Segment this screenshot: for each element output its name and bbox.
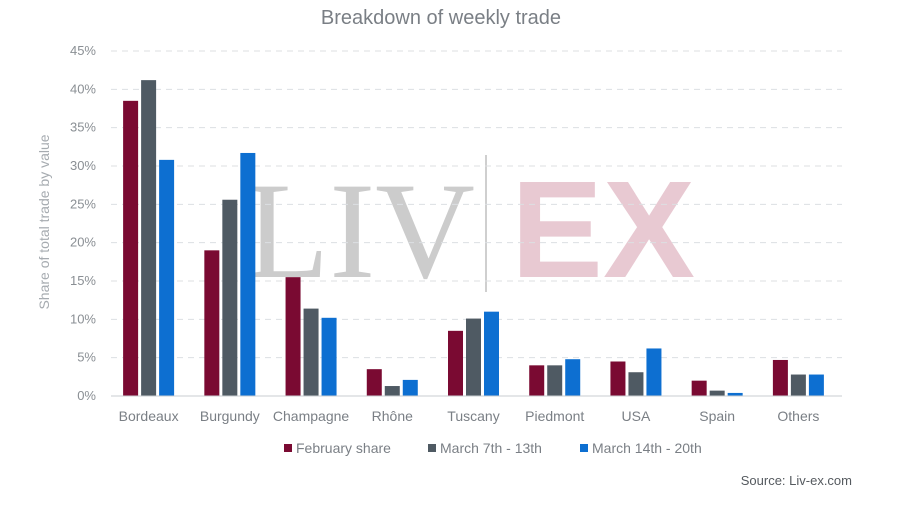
bar [321, 317, 337, 396]
x-tick-label: Tuscany [447, 408, 499, 424]
legend-swatch [284, 444, 292, 452]
legend-label: March 7th - 13th [440, 440, 542, 456]
y-tick-label: 20% [70, 235, 96, 250]
bar [123, 100, 139, 396]
bar-series [123, 80, 824, 396]
bar [384, 386, 400, 396]
source-note: Source: Liv-ex.com [741, 473, 852, 488]
x-tick-label: Rhône [372, 408, 413, 424]
bar [610, 361, 626, 396]
x-tick-label: Piedmont [525, 408, 584, 424]
y-tick-label: 15% [70, 273, 96, 288]
chart-title: Breakdown of weekly trade [321, 7, 561, 29]
legend: February share March 7th - 13th March 14th… [284, 440, 702, 456]
bar [727, 392, 743, 396]
bar [303, 308, 319, 396]
bar [285, 277, 301, 396]
x-tick-label: Bordeaux [119, 408, 179, 424]
y-tick-label: 40% [70, 81, 96, 96]
liv-ex-watermark: LIV EX [245, 153, 695, 307]
legend-swatch [428, 444, 436, 452]
legend-label: March 14th - 20th [592, 440, 702, 456]
bar [646, 348, 662, 396]
y-tick-label: 5% [77, 350, 96, 365]
x-tick-label: Others [777, 408, 819, 424]
y-axis-label: Share of total trade by value [36, 134, 52, 309]
bar [790, 374, 806, 396]
y-tick-label: 35% [70, 120, 96, 135]
y-tick-label: 30% [70, 158, 96, 173]
x-tick-label: USA [622, 408, 651, 424]
bar [402, 379, 418, 396]
bar [240, 152, 256, 396]
y-tick-label: 10% [70, 311, 96, 326]
bar [159, 159, 175, 396]
bar [466, 318, 481, 396]
y-tick-label: 0% [77, 388, 96, 403]
bar [484, 311, 499, 396]
gridlines [111, 50, 842, 359]
bar [709, 390, 725, 396]
x-axis-categories: Bordeaux Burgundy Champagne Rhône Tuscany Pie… [119, 408, 820, 424]
bar [204, 250, 220, 396]
y-axis-ticks: 0% 5% 10% 15% 20% 25% 30% 35% 40% 45% [70, 43, 96, 403]
legend-label: February share [296, 440, 391, 456]
x-tick-label: Spain [699, 408, 735, 424]
y-tick-label: 25% [70, 196, 96, 211]
bar [448, 330, 463, 396]
legend-swatch [580, 444, 588, 452]
bar [565, 359, 581, 396]
bar [222, 199, 238, 396]
bar [547, 365, 563, 396]
watermark-divider [485, 155, 487, 292]
bar [529, 365, 545, 396]
watermark-liv: LIV [245, 154, 475, 307]
x-tick-label: Champagne [273, 408, 349, 424]
bar [366, 369, 382, 396]
bar [141, 80, 157, 396]
bar [691, 380, 707, 396]
x-tick-label: Burgundy [200, 408, 260, 424]
bar [772, 359, 788, 396]
bar [628, 372, 644, 396]
bar [808, 374, 824, 396]
y-tick-label: 45% [70, 43, 96, 58]
watermark-ex: EX [511, 153, 695, 307]
